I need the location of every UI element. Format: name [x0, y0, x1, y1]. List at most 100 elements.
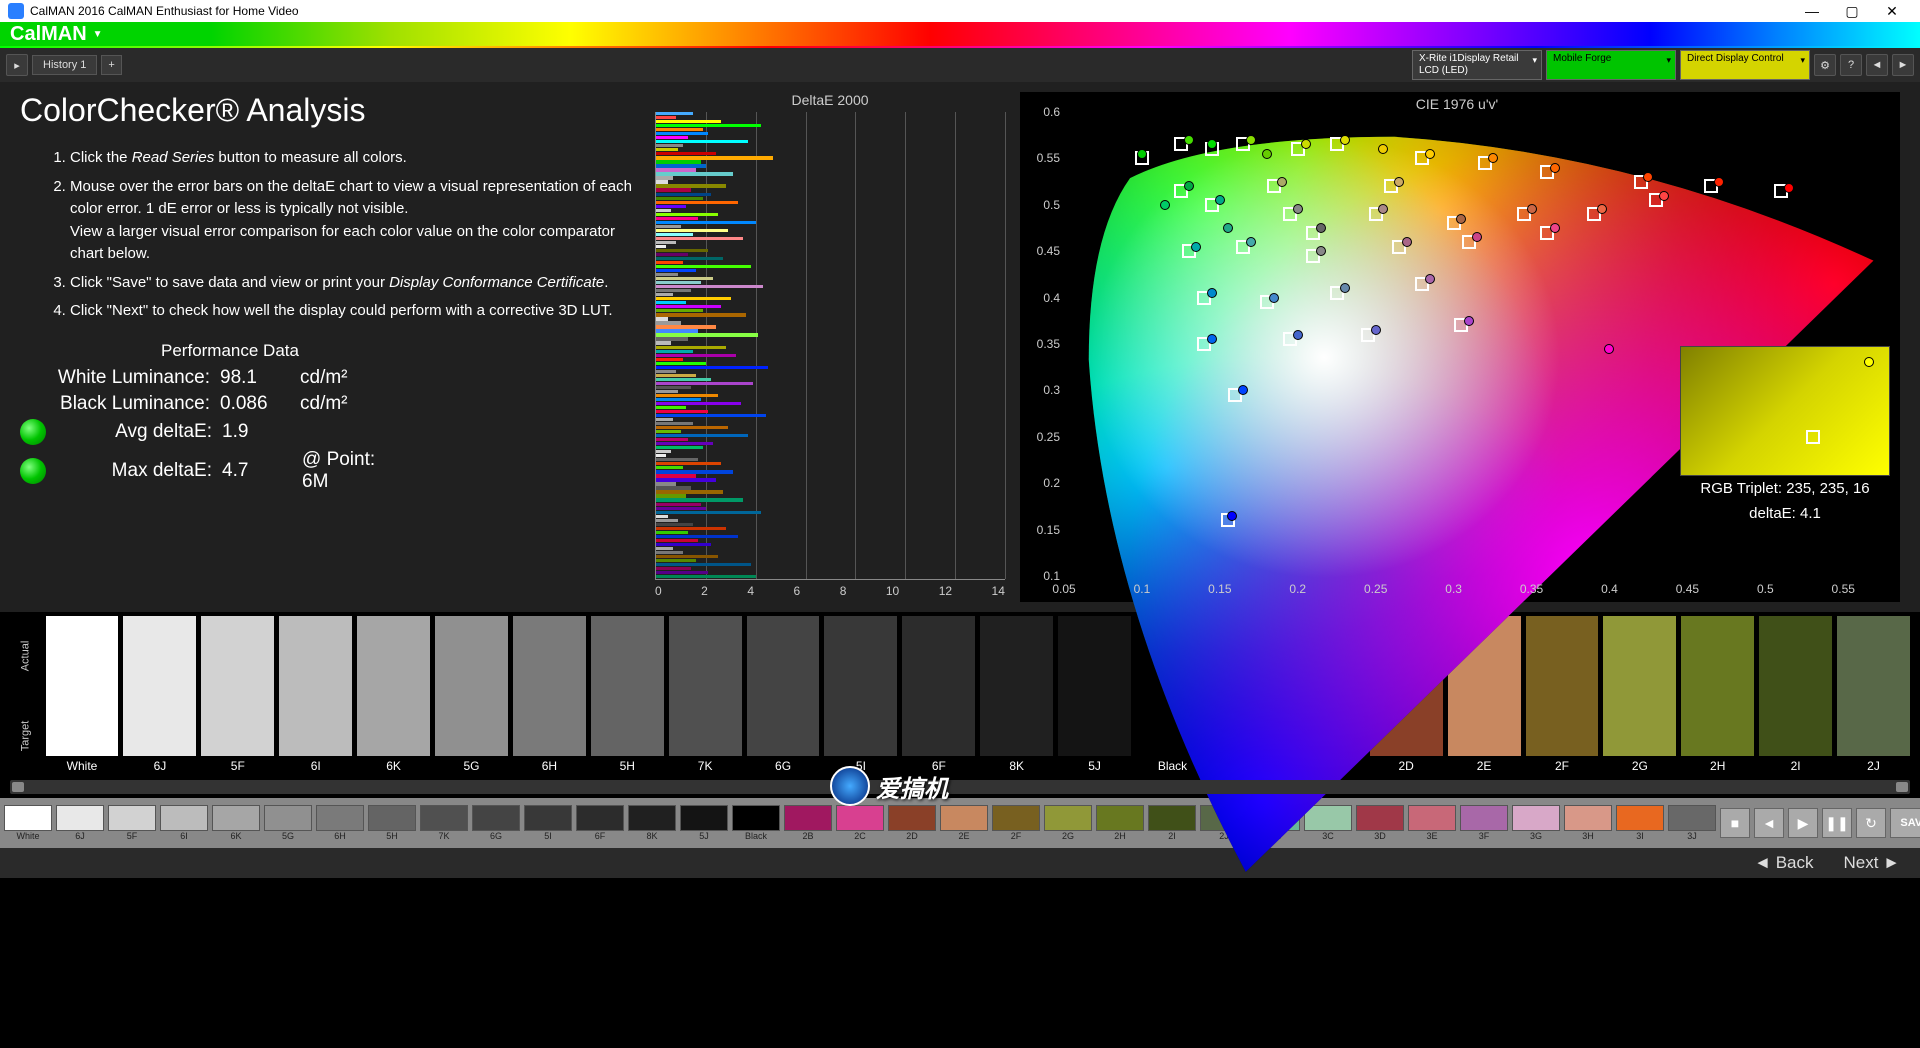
deltae-bar[interactable] — [656, 341, 671, 344]
deltae-bar[interactable] — [656, 217, 698, 220]
deltae-bar[interactable] — [656, 237, 743, 240]
deltae-bar[interactable] — [656, 245, 666, 248]
deltae-bar[interactable] — [656, 172, 733, 175]
cie-measured-point[interactable] — [1223, 223, 1233, 233]
close-button[interactable]: ✕ — [1872, 3, 1912, 20]
cie-measured-point[interactable] — [1238, 385, 1248, 395]
cie-measured-point[interactable] — [1643, 172, 1653, 182]
mini-swatch-8K[interactable]: 8K — [628, 805, 676, 841]
cie-plot[interactable]: RGB Triplet: 235, 235, 16 deltaE: 4.1 0.… — [1064, 112, 1890, 576]
deltae-bar[interactable] — [656, 241, 676, 244]
deltae-bar[interactable] — [656, 575, 756, 578]
deltae-bar[interactable] — [656, 160, 701, 163]
cie-measured-point[interactable] — [1246, 237, 1256, 247]
deltae-bar[interactable] — [656, 474, 696, 477]
swatch-6F[interactable]: 6F — [902, 616, 975, 776]
deltae-bar[interactable] — [656, 156, 773, 159]
mini-swatch-6F[interactable]: 6F — [576, 805, 624, 841]
deltae-bar[interactable] — [656, 559, 696, 562]
deltae-bar[interactable] — [656, 402, 741, 405]
deltae-bar[interactable] — [656, 201, 738, 204]
minimize-button[interactable]: — — [1792, 3, 1832, 19]
deltae-bar[interactable] — [656, 329, 698, 332]
deltae-bar[interactable] — [656, 128, 703, 131]
deltae-bar[interactable] — [656, 193, 711, 196]
deltae-bar[interactable] — [656, 366, 768, 369]
mini-swatch-2D[interactable]: 2D — [888, 805, 936, 841]
deltae-bar[interactable] — [656, 478, 716, 481]
deltae-bar[interactable] — [656, 571, 708, 574]
cie-measured-point[interactable] — [1246, 135, 1256, 145]
cie-measured-point[interactable] — [1488, 153, 1498, 163]
deltae-bar[interactable] — [656, 531, 688, 534]
mini-swatch-5J[interactable]: 5J — [680, 805, 728, 841]
deltae-bar[interactable] — [656, 144, 683, 147]
swatch-scrollbar[interactable] — [10, 780, 1910, 794]
deltae-bar[interactable] — [656, 205, 686, 208]
deltae-bar[interactable] — [656, 434, 748, 437]
cie-measured-point[interactable] — [1191, 242, 1201, 252]
deltae-bar[interactable] — [656, 184, 726, 187]
deltae-bar[interactable] — [656, 418, 673, 421]
deltae-bar[interactable] — [656, 325, 716, 328]
mini-swatch-6J[interactable]: 6J — [56, 805, 104, 841]
mini-swatch-5I[interactable]: 5I — [524, 805, 572, 841]
cie-measured-point[interactable] — [1293, 330, 1303, 340]
deltae-bar[interactable] — [656, 498, 743, 501]
deltae-bar[interactable] — [656, 382, 753, 385]
cie-measured-point[interactable] — [1207, 288, 1217, 298]
device-selector-2[interactable]: Direct Display Control — [1680, 50, 1810, 80]
deltae-bar[interactable] — [656, 297, 731, 300]
cie-measured-point[interactable] — [1207, 334, 1217, 344]
deltae-bar[interactable] — [656, 277, 713, 280]
deltae-bar[interactable] — [656, 116, 676, 119]
deltae-bar[interactable] — [656, 410, 708, 413]
mini-swatch-6I[interactable]: 6I — [160, 805, 208, 841]
deltae-bar[interactable] — [656, 430, 681, 433]
swatch-6G[interactable]: 6G — [747, 616, 820, 776]
cie-measured-point[interactable] — [1160, 200, 1170, 210]
deltae-bar[interactable] — [656, 543, 711, 546]
cie-measured-point[interactable] — [1784, 183, 1794, 193]
swatch-5F[interactable]: 5F — [201, 616, 274, 776]
cie-measured-point[interactable] — [1277, 177, 1287, 187]
deltae-bar[interactable] — [656, 466, 683, 469]
cie-measured-point[interactable] — [1340, 283, 1350, 293]
device-selector-1[interactable]: Mobile Forge — [1546, 50, 1676, 80]
mini-swatch-6G[interactable]: 6G — [472, 805, 520, 841]
deltae-bar[interactable] — [656, 152, 716, 155]
deltae-bar[interactable] — [656, 511, 761, 514]
deltae-bar[interactable] — [656, 519, 678, 522]
cie-measured-point[interactable] — [1604, 344, 1614, 354]
deltae-bar[interactable] — [656, 494, 686, 497]
swatch-6K[interactable]: 6K — [357, 616, 430, 776]
swatch-7K[interactable]: 7K — [669, 616, 742, 776]
swatch-6H[interactable]: 6H — [513, 616, 586, 776]
cie-measured-point[interactable] — [1402, 237, 1412, 247]
deltae-bar[interactable] — [656, 486, 691, 489]
cie-measured-point[interactable] — [1425, 149, 1435, 159]
deltae-bar[interactable] — [656, 120, 721, 123]
deltae-bar[interactable] — [656, 281, 701, 284]
deltae-bar[interactable] — [656, 132, 708, 135]
deltae-bar[interactable] — [656, 563, 751, 566]
cie-measured-point[interactable] — [1137, 149, 1147, 159]
deltae-bar[interactable] — [656, 285, 763, 288]
deltae-bar[interactable] — [656, 390, 678, 393]
cie-measured-point[interactable] — [1527, 204, 1537, 214]
swatch-White[interactable]: White — [46, 616, 119, 776]
deltae-bar[interactable] — [656, 446, 703, 449]
deltae-bar[interactable] — [656, 398, 701, 401]
mini-swatch-2E[interactable]: 2E — [940, 805, 988, 841]
deltae-bar[interactable] — [656, 257, 723, 260]
deltae-bar[interactable] — [656, 136, 688, 139]
device-selector-0[interactable]: X-Rite i1Display RetailLCD (LED) — [1412, 50, 1542, 80]
mini-swatch-2F[interactable]: 2F — [992, 805, 1040, 841]
cie-measured-point[interactable] — [1316, 223, 1326, 233]
deltae-bar[interactable] — [656, 470, 733, 473]
deltae-bar[interactable] — [656, 354, 736, 357]
deltae-bar[interactable] — [656, 265, 751, 268]
deltae-bar[interactable] — [656, 301, 686, 304]
deltae-bar[interactable] — [656, 180, 668, 183]
deltae-bar[interactable] — [656, 555, 718, 558]
